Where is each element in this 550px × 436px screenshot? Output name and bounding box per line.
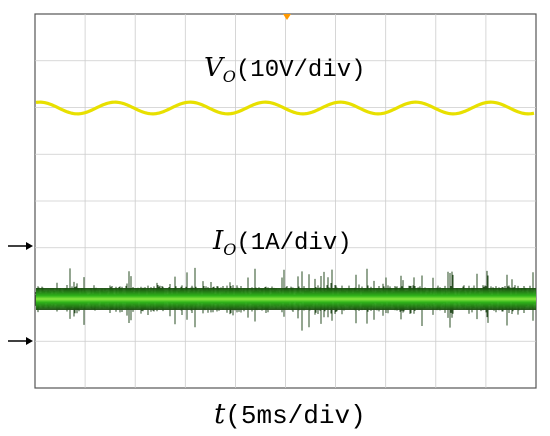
trace-current-band	[36, 288, 536, 310]
trace-voltage	[35, 100, 535, 116]
trigger-marker	[283, 14, 291, 20]
ground-marker-i	[8, 337, 33, 345]
ground-marker-v	[8, 242, 33, 250]
series-label-current: IO(1A/div)	[212, 226, 352, 259]
grid	[35, 14, 536, 388]
x-axis-label: t(5ms/div)	[214, 397, 366, 431]
series-label-voltage: VO(10V/div)	[204, 53, 366, 86]
